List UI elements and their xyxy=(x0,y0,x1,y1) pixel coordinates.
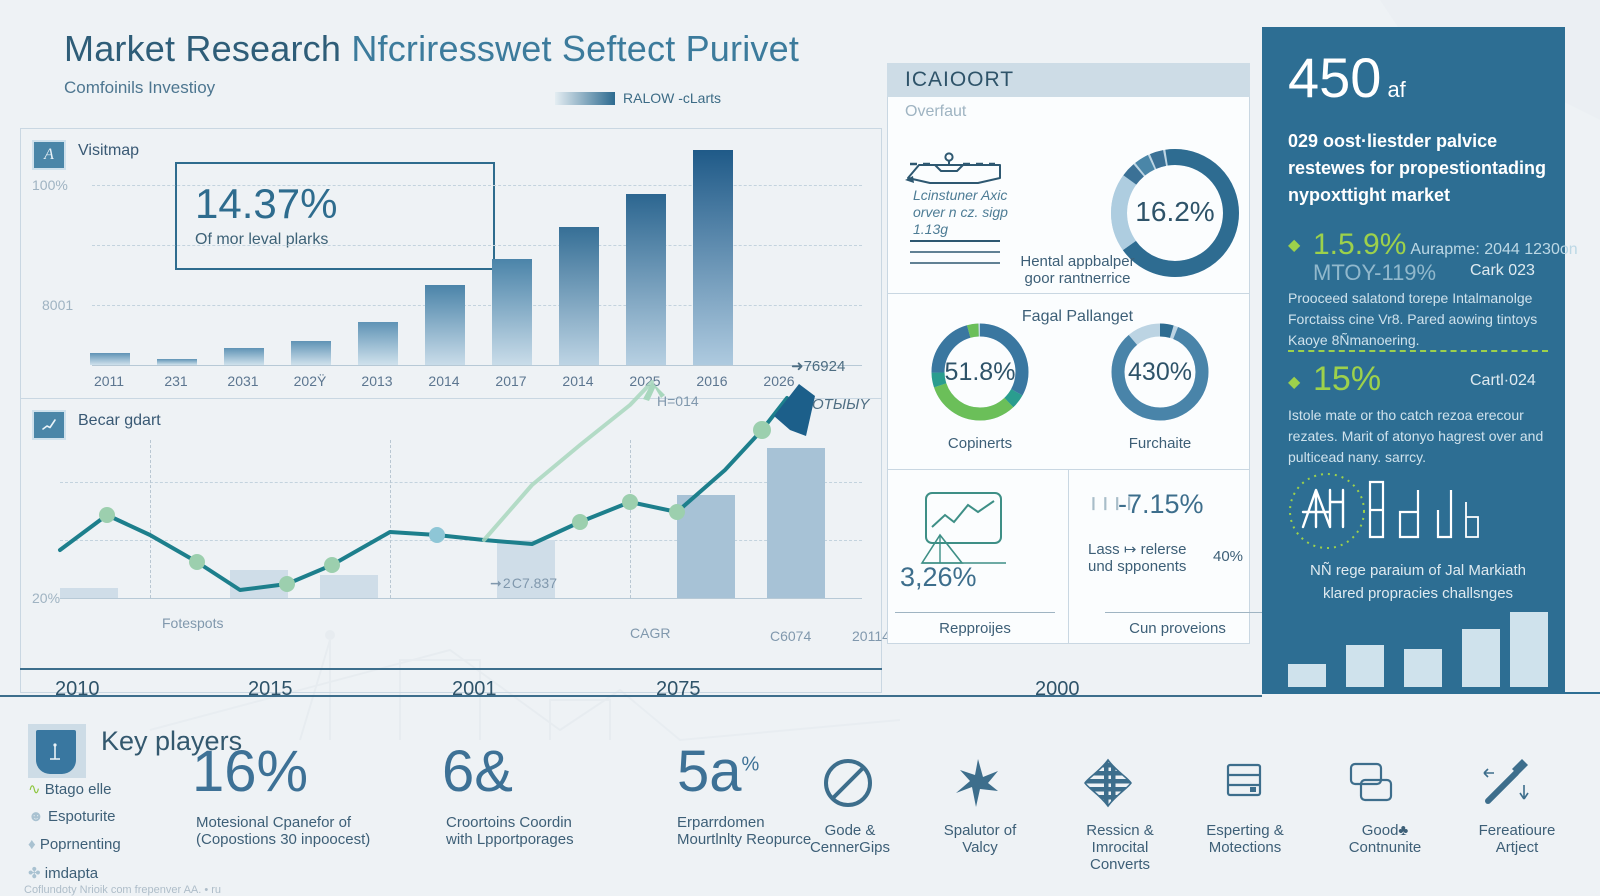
svg-text:1.13g: 1.13g xyxy=(913,221,948,237)
svg-text:orver n cz. sigp: orver n cz. sigp xyxy=(913,204,1008,220)
svg-text:Lcinstuner Axic: Lcinstuner Axic xyxy=(913,187,1007,203)
